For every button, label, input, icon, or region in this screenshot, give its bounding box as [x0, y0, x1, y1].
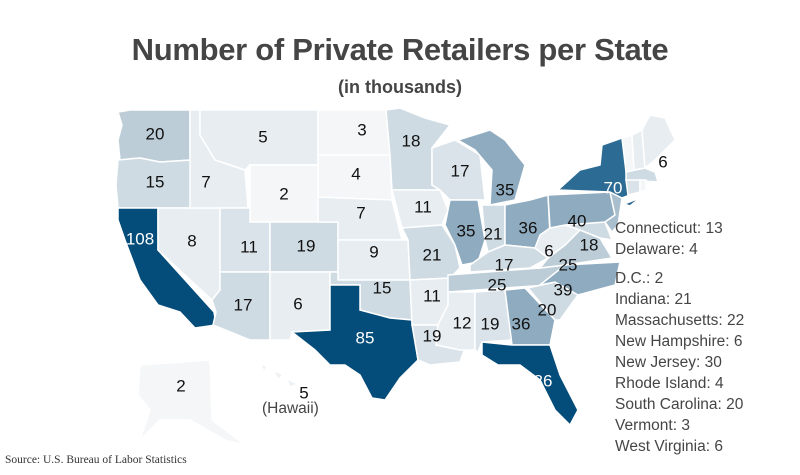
- state-rhode-island[interactable]: [639, 179, 647, 194]
- label-nc: 39: [554, 280, 573, 299]
- label-or: 15: [146, 172, 165, 191]
- label-in: 21: [484, 224, 503, 243]
- note-new-hampshire: New Hampshire: 6: [615, 333, 743, 350]
- label-va: 25: [559, 255, 578, 274]
- label-wy: 2: [279, 184, 288, 203]
- state-massachusetts[interactable]: [625, 167, 660, 183]
- label-al: 19: [481, 314, 500, 333]
- note-new-jersey: New Jersey: 30: [615, 354, 722, 371]
- note-south-carolina: South Carolina: 20: [615, 396, 744, 413]
- label-sc: 20: [538, 300, 557, 319]
- state-connecticut[interactable]: [625, 179, 641, 196]
- hawaii-caption: (Hawaii): [262, 400, 319, 417]
- label-tn: 25: [488, 275, 507, 294]
- label-hi: 5: [299, 383, 308, 402]
- note-indiana: Indiana: 21: [615, 291, 692, 308]
- source-note: Source: U.S. Bureau of Labor Statistics: [5, 454, 187, 466]
- label-ca: 108: [126, 229, 154, 248]
- label-ne: 7: [356, 203, 365, 222]
- state-texas[interactable]: [289, 284, 419, 401]
- state-missouri[interactable]: [400, 224, 461, 281]
- label-mt: 5: [258, 127, 267, 146]
- label-id: 7: [201, 172, 210, 191]
- chart-subtitle: (in thousands): [338, 77, 462, 97]
- state-hawaii: [262, 365, 296, 386]
- label-la: 19: [423, 326, 442, 345]
- note-west-virginia: West Virginia: 6: [615, 438, 723, 455]
- label-co: 19: [297, 236, 316, 255]
- label-ar: 11: [423, 286, 441, 305]
- label-ak: 2: [176, 376, 185, 395]
- label-wi: 17: [451, 161, 470, 180]
- label-mo: 21: [423, 245, 442, 264]
- label-sd: 4: [351, 164, 360, 183]
- note-massachusetts: Massachusetts: 22: [615, 312, 745, 329]
- label-ga: 36: [512, 314, 531, 333]
- state-illinois[interactable]: [444, 199, 486, 266]
- state-georgia[interactable]: [504, 287, 556, 346]
- label-nd: 3: [357, 120, 366, 139]
- chart-title: Number of Private Retailers per State: [131, 32, 669, 67]
- small-state-notes: Connecticut: 13 Delaware: 4 D.C.: 2 Indi…: [615, 218, 744, 457]
- state-florida[interactable]: [481, 341, 579, 427]
- label-oh: 36: [519, 218, 538, 237]
- state-michigan[interactable]: [456, 129, 526, 206]
- note-dc: D.C.: 2: [615, 270, 664, 287]
- label-nv: 8: [187, 231, 196, 250]
- label-fl: 86: [534, 371, 553, 390]
- label-ut: 11: [240, 237, 258, 256]
- label-tx: 85: [356, 328, 375, 347]
- note-vermont: Vermont: 3: [615, 417, 690, 434]
- label-wv: 6: [544, 241, 553, 260]
- label-ok: 15: [373, 278, 392, 297]
- state-north-dakota[interactable]: [317, 109, 391, 156]
- state-iowa[interactable]: [391, 189, 449, 229]
- label-me: 6: [658, 152, 667, 171]
- label-ia: 11: [414, 197, 432, 216]
- label-ms: 12: [453, 313, 472, 332]
- label-ks: 9: [369, 242, 378, 261]
- label-ky: 17: [495, 255, 514, 274]
- label-az: 17: [234, 295, 253, 314]
- state-alaska: [137, 359, 246, 446]
- label-md: 18: [580, 235, 599, 254]
- label-il: 35: [457, 221, 476, 240]
- label-wa: 20: [146, 124, 165, 143]
- label-pa: 40: [568, 211, 587, 230]
- note-connecticut: Connecticut: 13: [615, 220, 723, 237]
- label-mi: 35: [496, 180, 515, 199]
- note-delaware: Delaware: 4: [615, 241, 698, 258]
- note-rhode-island: Rhode Island: 4: [615, 375, 724, 392]
- label-ny: 70: [604, 178, 623, 197]
- label-nm: 6: [293, 294, 302, 313]
- state-long-island[interactable]: [621, 197, 641, 207]
- label-mn: 18: [402, 131, 421, 150]
